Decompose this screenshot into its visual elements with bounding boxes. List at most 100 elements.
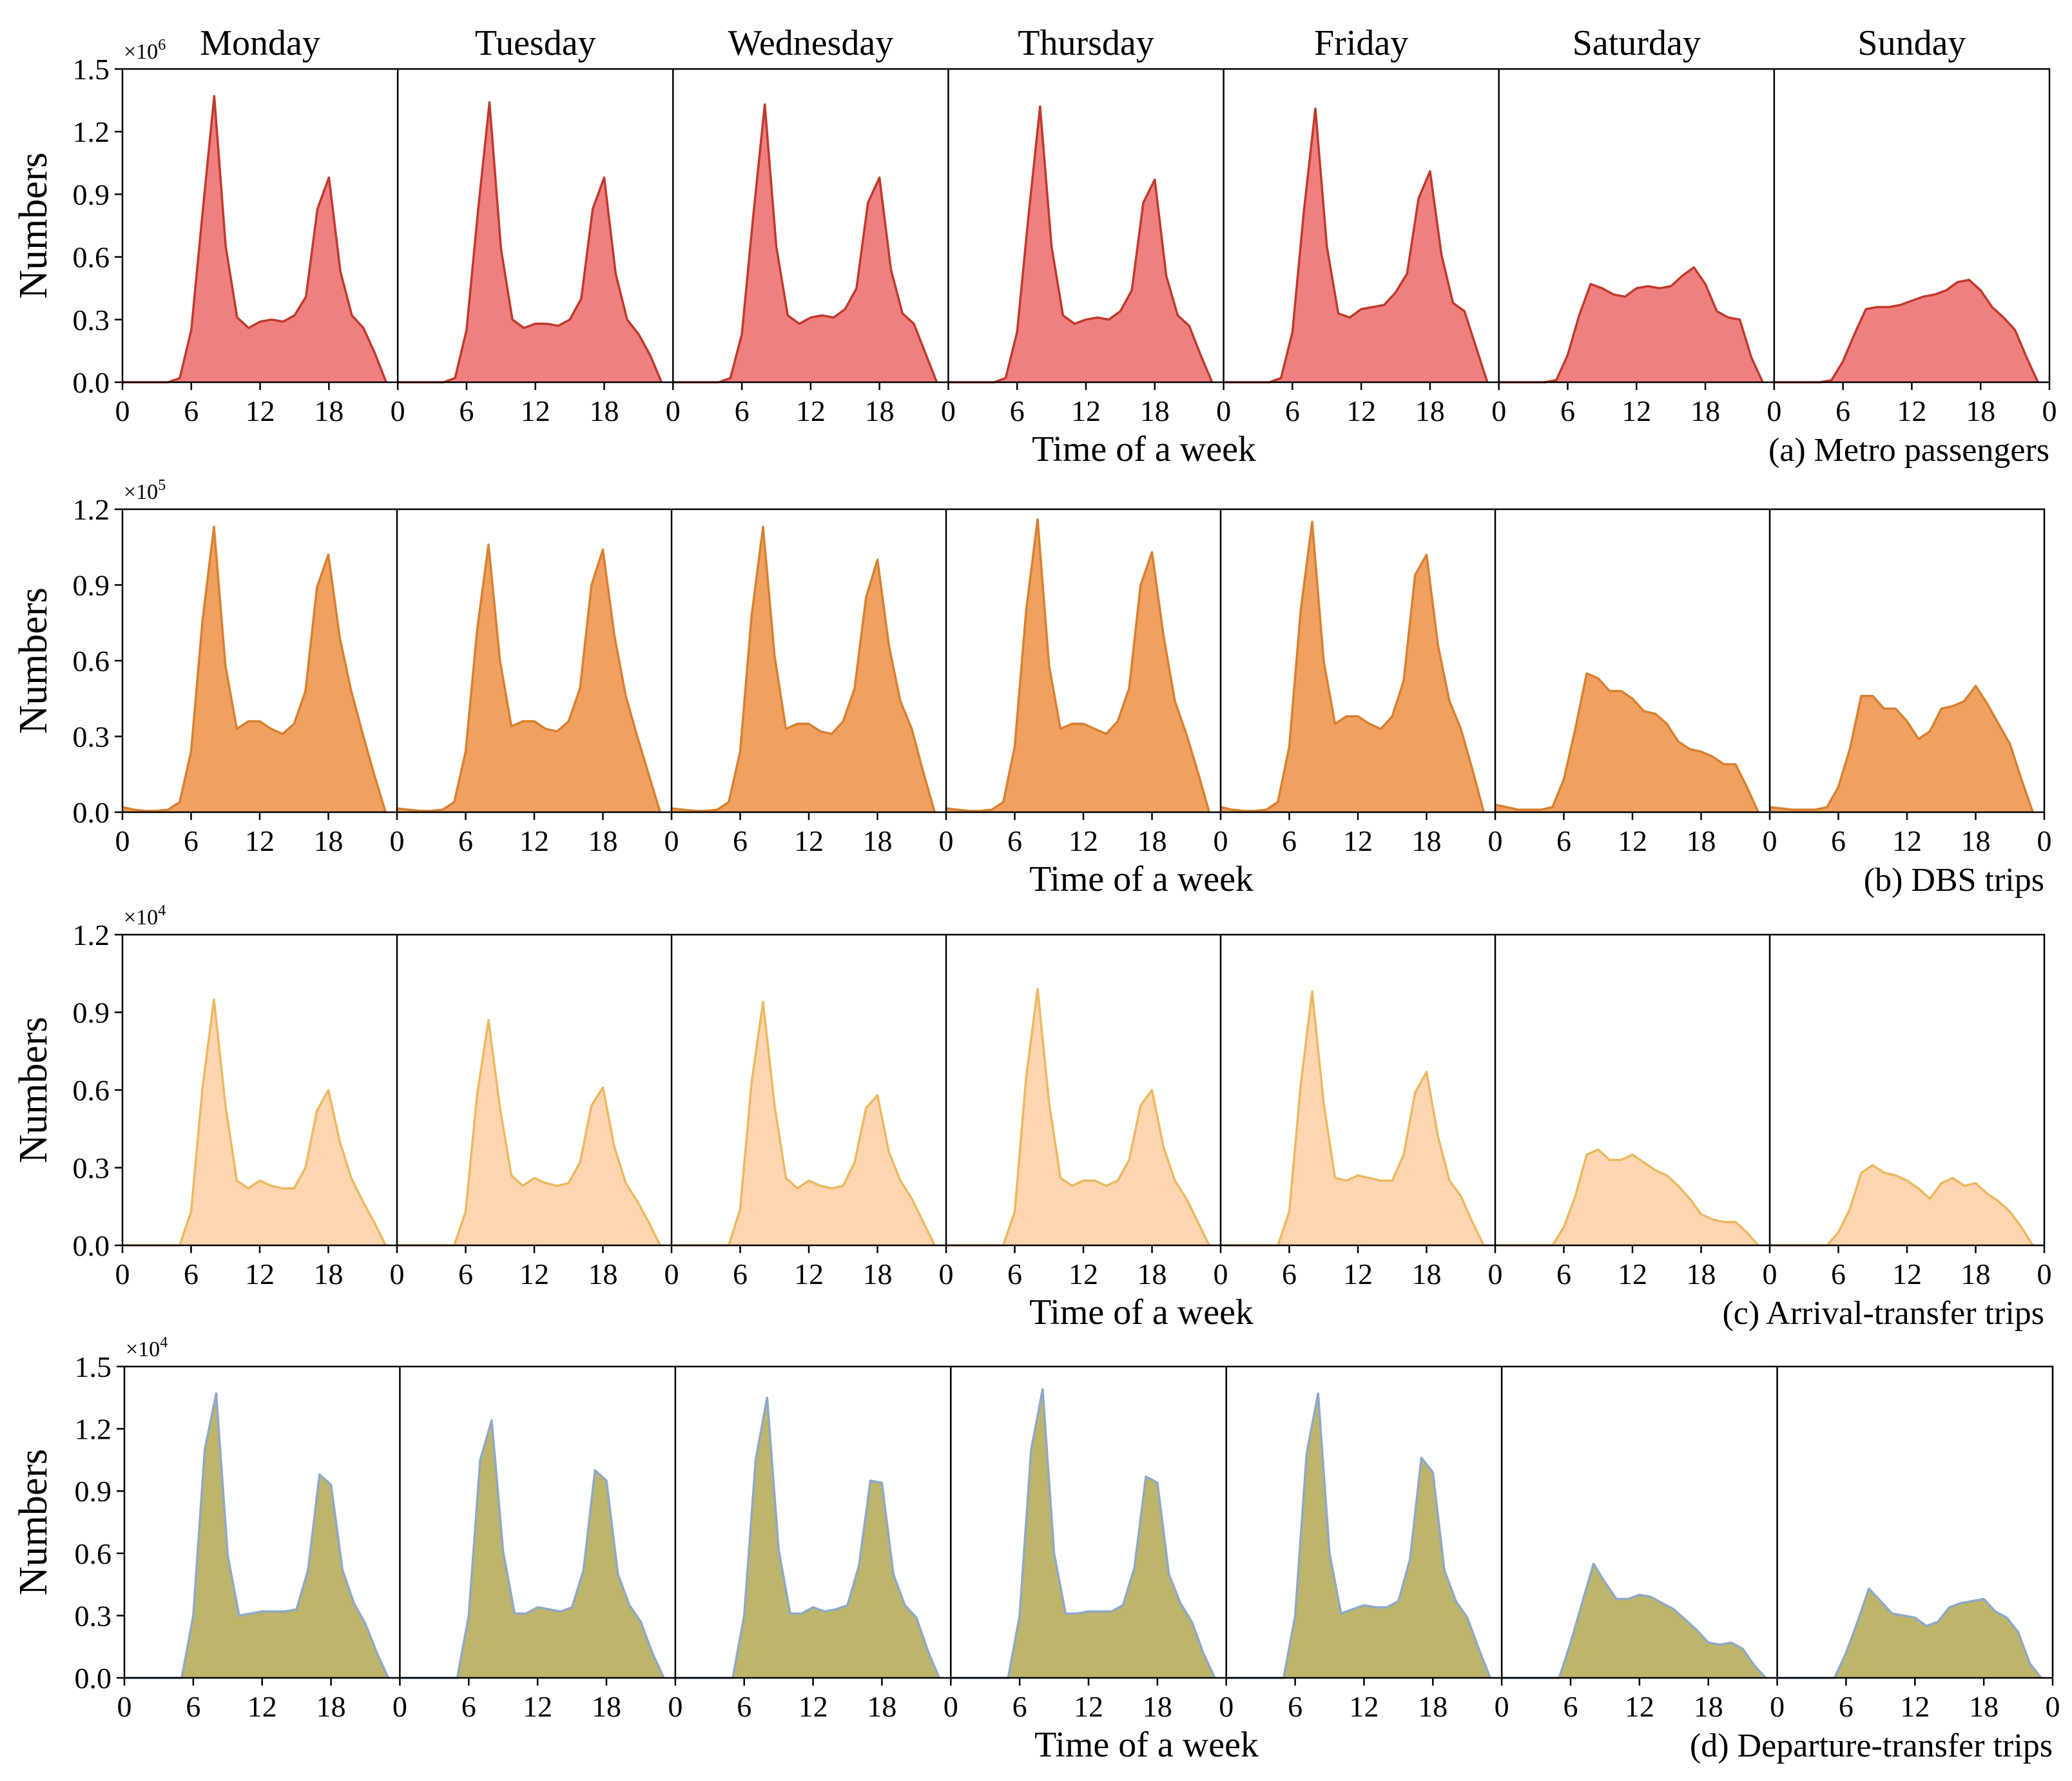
x-tick-label: 0 <box>2037 824 2052 857</box>
y-tick-label: 0.0 <box>73 1229 110 1262</box>
x-tick-label: 0 <box>115 824 130 857</box>
x-tick-label: 6 <box>1835 394 1850 427</box>
y-tick-label: 0.6 <box>75 1537 112 1570</box>
x-tick-label: 6 <box>459 394 474 427</box>
area-wednesday <box>672 1002 935 1245</box>
x-tick-label: 12 <box>1074 1690 1103 1723</box>
x-axis-label: Time of a week <box>1029 859 1254 899</box>
panel-3: 0 6 12 18 0 6 12 18 0 6 12 18 0 6 12 18 0 6 12 18 0 6 12 18 0 6 12… <box>12 1334 2060 1765</box>
area-friday <box>1221 521 1484 812</box>
x-tick-label: 12 <box>521 394 550 427</box>
area-thursday <box>946 519 1210 812</box>
x-tick-label: 18 <box>590 394 619 427</box>
x-tick-label: 0 <box>1767 394 1781 427</box>
x-tick-label: 6 <box>184 824 198 857</box>
x-tick-label: 12 <box>794 824 824 857</box>
x-tick-label: 6 <box>1285 394 1300 427</box>
y-tick-label: 0.0 <box>75 1662 112 1695</box>
y-tick-label: 0.0 <box>73 366 110 399</box>
x-tick-label: 18 <box>1687 824 1716 857</box>
day-label-saturday: Saturday <box>1573 23 1701 63</box>
y-tick-label: 1.2 <box>75 1413 112 1446</box>
x-tick-label: 18 <box>1138 824 1167 857</box>
x-tick-label: 0 <box>939 1258 954 1290</box>
x-tick-label: 18 <box>1966 394 1995 427</box>
x-tick-label: 12 <box>245 1258 275 1290</box>
x-tick-label: 18 <box>1143 1690 1172 1723</box>
x-tick-label: 18 <box>314 394 344 427</box>
x-tick-label: 12 <box>1622 394 1651 427</box>
x-tick-label: 6 <box>458 1258 473 1290</box>
line-wednesday <box>671 525 936 813</box>
x-tick-label: 6 <box>1556 824 1571 857</box>
area-tuesday <box>397 1020 661 1245</box>
x-tick-label: 18 <box>588 824 618 857</box>
x-tick-label: 18 <box>1412 824 1442 857</box>
y-tick-label: 1.2 <box>73 919 110 951</box>
x-tick-label: 18 <box>1969 1690 1999 1723</box>
x-tick-label: 12 <box>1343 1258 1373 1290</box>
x-tick-label: 18 <box>316 1690 346 1723</box>
x-tick-label: 6 <box>1007 824 1022 857</box>
x-tick-label: 18 <box>314 824 344 857</box>
area-thursday <box>948 106 1212 383</box>
x-tick-label: 0 <box>1763 1258 1777 1290</box>
x-tick-label: 0 <box>1770 1690 1785 1723</box>
x-tick-label: 6 <box>1831 1258 1846 1290</box>
x-tick-label: 12 <box>794 1258 824 1290</box>
y-tick-label: 0.6 <box>73 241 110 274</box>
x-tick-label: 12 <box>247 1690 277 1723</box>
x-tick-label: 12 <box>245 824 275 857</box>
x-tick-label: 6 <box>1564 1690 1578 1723</box>
x-tick-label: 18 <box>1418 1690 1447 1723</box>
x-tick-label: 0 <box>2037 1258 2052 1290</box>
x-tick-label: 18 <box>1694 1690 1723 1723</box>
x-tick-label: 12 <box>1618 1258 1647 1290</box>
x-tick-label: 12 <box>1069 1258 1098 1290</box>
panel-2: 0 6 12 18 0 6 12 18 0 6 12 18 0 6 12 18 0 6 12 18 0 6 12 18 0 6 12… <box>12 902 2052 1332</box>
x-tick-label: 6 <box>733 1258 748 1290</box>
x-tick-label: 12 <box>1349 1690 1379 1723</box>
y-axis-label: Numbers <box>12 1017 55 1163</box>
day-label-wednesday: Wednesday <box>728 23 893 63</box>
x-tick-label: 18 <box>1138 1258 1167 1290</box>
x-tick-label: 0 <box>1495 1690 1509 1723</box>
line-tuesday <box>396 543 661 813</box>
y-multiplier: ×106 <box>124 37 166 64</box>
x-tick-label: 18 <box>1412 1258 1442 1290</box>
x-tick-label: 0 <box>1488 824 1503 857</box>
x-tick-label: 18 <box>1961 1258 1991 1290</box>
area-sunday <box>1770 686 2033 812</box>
x-tick-label: 12 <box>523 1690 552 1723</box>
x-tick-label: 18 <box>1687 1258 1716 1290</box>
x-tick-label: 18 <box>1415 394 1445 427</box>
y-tick-label: 0.3 <box>73 304 110 336</box>
x-tick-label: 18 <box>592 1690 621 1723</box>
x-tick-label: 0 <box>1763 824 1777 857</box>
x-tick-label: 12 <box>519 824 549 857</box>
x-tick-label: 6 <box>733 824 748 857</box>
x-tick-label: 12 <box>1071 394 1101 427</box>
line-friday <box>1220 520 1485 813</box>
area-thursday <box>946 989 1210 1245</box>
x-tick-label: 12 <box>1618 824 1647 857</box>
area-tuesday <box>400 1420 664 1678</box>
x-tick-label: 0 <box>117 1690 132 1723</box>
area-friday <box>1221 991 1484 1245</box>
x-tick-label: 6 <box>186 1690 200 1723</box>
x-tick-label: 0 <box>115 394 130 427</box>
y-multiplier: ×104 <box>126 1334 168 1361</box>
y-tick-label: 0.3 <box>73 721 110 754</box>
x-tick-label: 18 <box>1690 394 1720 427</box>
x-axis-label: Time of a week <box>1029 1292 1254 1332</box>
x-tick-label: 12 <box>1346 394 1376 427</box>
x-tick-label: 12 <box>1897 394 1926 427</box>
y-multiplier: ×105 <box>124 477 166 504</box>
x-tick-label: 0 <box>666 394 681 427</box>
x-tick-label: 0 <box>668 1690 683 1723</box>
area-friday <box>1226 1393 1491 1678</box>
x-tick-label: 0 <box>1488 1258 1503 1290</box>
y-multiplier: ×104 <box>124 902 166 929</box>
x-axis-label: Time of a week <box>1034 1725 1259 1765</box>
